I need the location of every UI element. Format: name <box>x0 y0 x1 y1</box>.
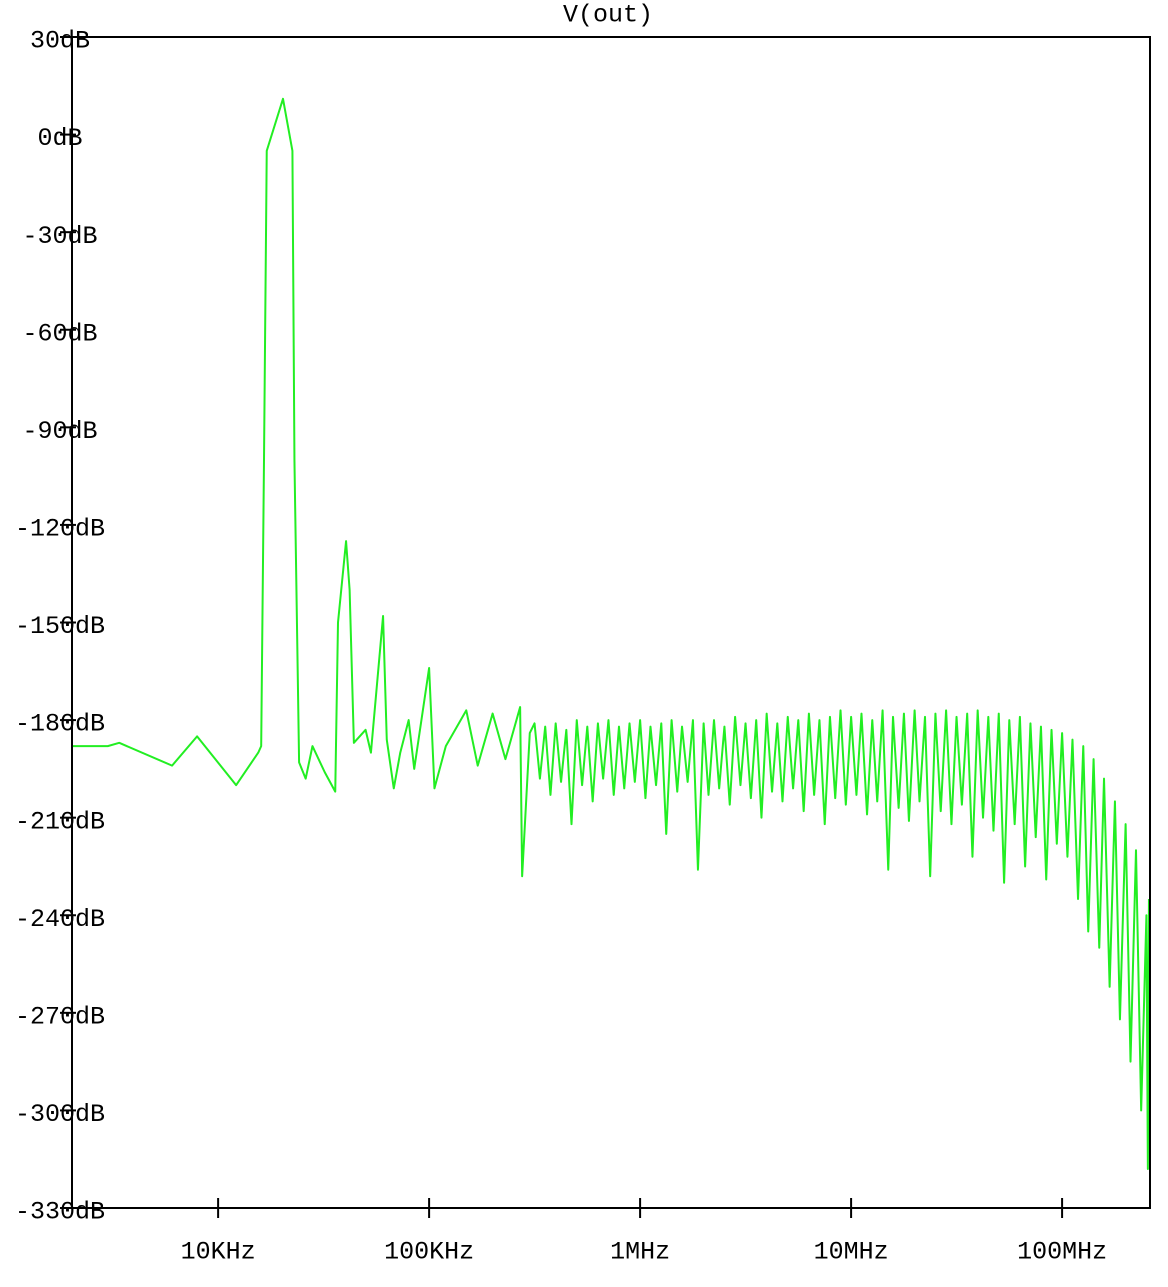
y-tick-label: -210dB <box>15 807 105 836</box>
x-tick-label: 10KHz <box>181 1238 256 1267</box>
y-tick-label: -300dB <box>15 1100 105 1129</box>
y-tick-label: -330dB <box>15 1198 105 1227</box>
y-tick-label: -240dB <box>15 905 105 934</box>
plot-frame <box>71 36 1151 1209</box>
y-tick-label: -270dB <box>15 1002 105 1031</box>
trace <box>72 97 1150 1170</box>
y-tick-label: -60dB <box>22 319 97 348</box>
x-tick-label: 100KHz <box>384 1238 474 1267</box>
y-tick-label: -180dB <box>15 710 105 739</box>
y-tick-label: 30dB <box>30 27 90 56</box>
y-tick-label: -90dB <box>22 417 97 446</box>
x-tick-label: 10MHz <box>814 1238 889 1267</box>
trace-name: V(out) <box>563 1 653 30</box>
y-tick-label: -120dB <box>15 515 105 544</box>
x-tick-label: 1MHz <box>610 1238 670 1267</box>
y-tick-label: -30dB <box>22 222 97 251</box>
y-tick-label: 0dB <box>37 124 82 153</box>
x-tick-label: 100MHz <box>1017 1238 1107 1267</box>
y-tick-label: -150dB <box>15 612 105 641</box>
